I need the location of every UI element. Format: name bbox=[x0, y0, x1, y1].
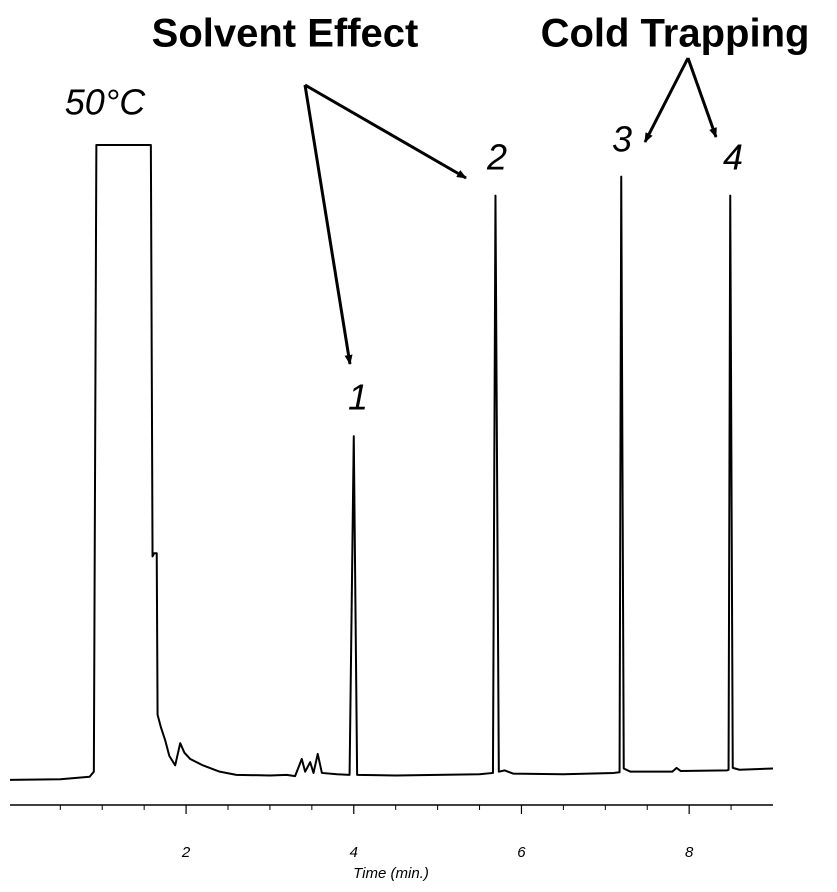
x-axis-title: Time (min.) bbox=[353, 865, 429, 882]
annotation: Solvent Effect bbox=[152, 12, 419, 56]
arrow bbox=[686, 57, 718, 138]
x-tick-label: 2 bbox=[181, 844, 191, 861]
peak-label: 3 bbox=[612, 119, 632, 160]
arrow bbox=[303, 84, 353, 365]
annotation: Cold Trapping bbox=[541, 12, 810, 56]
x-tick-label: 4 bbox=[350, 844, 358, 861]
peak-label: 1 bbox=[348, 377, 368, 418]
x-tick-label: 8 bbox=[685, 844, 694, 861]
annotation: 50°C bbox=[65, 82, 146, 123]
peak-label: 2 bbox=[486, 137, 507, 178]
peak-label: 4 bbox=[723, 137, 743, 178]
arrows bbox=[303, 57, 718, 365]
arrow bbox=[643, 57, 690, 143]
arrow bbox=[304, 83, 467, 180]
x-tick-label: 6 bbox=[517, 844, 526, 861]
trace bbox=[9, 144, 774, 781]
